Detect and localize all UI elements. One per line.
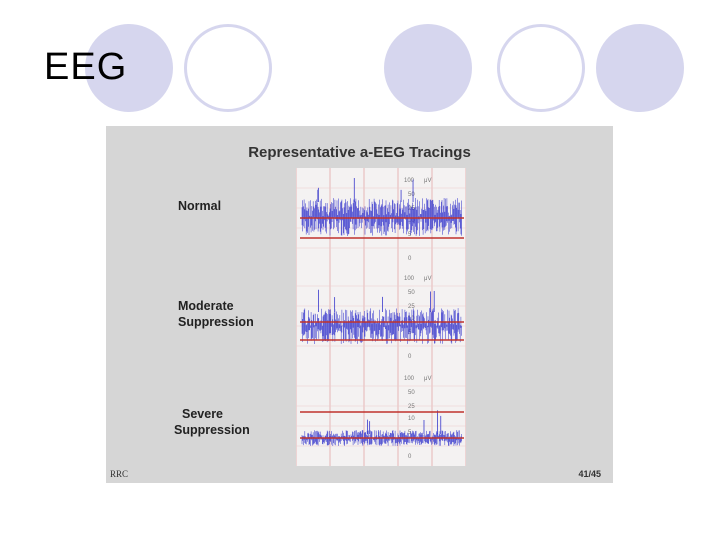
footer-source: RRC	[110, 469, 129, 479]
aeeg-figure: Representative a-EEG Tracings Normal 100…	[106, 126, 613, 483]
panel-label-line: Normal	[178, 199, 222, 213]
scale-label: 25	[408, 404, 415, 410]
panel-label-line: Severe	[182, 407, 224, 421]
scale-label: 5	[408, 430, 412, 436]
scale-label: 0	[408, 256, 412, 262]
scale-label: 25	[408, 304, 415, 310]
panel-label-moderate: Moderate Suppression	[178, 298, 254, 330]
scale-label: 0	[408, 354, 412, 360]
panel-label-line: Moderate	[178, 299, 234, 313]
decor-circle-4	[497, 24, 585, 112]
scale-label: μV	[424, 276, 431, 282]
figure-title: Representative a-EEG Tracings	[248, 144, 471, 161]
scale-label: μV	[424, 178, 431, 184]
slide-title: EEG	[44, 46, 128, 88]
scale-label: 10	[408, 416, 415, 422]
slide-number: 41/45	[578, 469, 601, 479]
decor-circle-3	[384, 24, 472, 112]
scale-label: 100	[404, 178, 415, 184]
scale-label: 50	[408, 192, 415, 198]
decor-circle-2	[184, 24, 272, 112]
scale-label: 100	[404, 376, 415, 382]
scale-label: 5	[408, 232, 412, 238]
scale-label: 50	[408, 290, 415, 296]
eeg-signal	[301, 308, 462, 344]
scale-label: 50	[408, 390, 415, 396]
scale-label: 0	[408, 454, 412, 460]
panel-label-normal: Normal	[178, 198, 221, 214]
scale-label: μV	[424, 376, 431, 382]
decor-circle-5	[596, 24, 684, 112]
decor-circle-1	[85, 24, 173, 112]
panel-label-severe: Severe Suppression	[174, 406, 250, 438]
panel-label-line: Suppression	[174, 423, 250, 437]
scale-label: 100	[404, 276, 415, 282]
scale-label: 5	[408, 330, 412, 336]
panel-label-line: Suppression	[178, 315, 254, 329]
